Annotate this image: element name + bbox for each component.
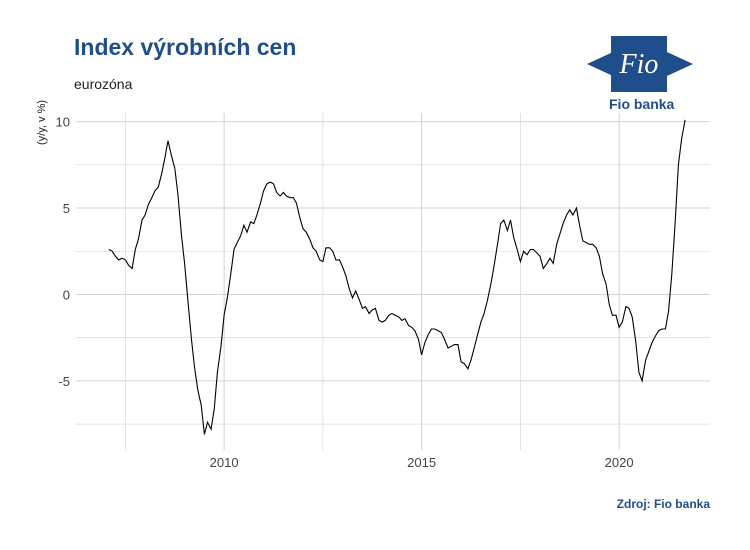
logo-caption: Fio banka (609, 96, 675, 112)
logo-mark: Fio (619, 49, 659, 80)
y-tick-label: 5 (63, 201, 70, 216)
x-tick-label: 2020 (605, 455, 634, 470)
logo-left-wing (587, 52, 613, 76)
logo-right-wing (667, 52, 693, 76)
logo-box (611, 36, 667, 92)
chart-subtitle: eurozóna (74, 76, 133, 92)
x-tick-label: 2010 (210, 455, 239, 470)
y-tick-label: 0 (63, 287, 70, 302)
fio-logo: Fio (587, 36, 693, 92)
tick-labels: -5 0 5 10 2010 2015 2020 (56, 115, 634, 470)
y-tick-label: 10 (56, 115, 70, 130)
chart-title: Index výrobních cen (74, 34, 297, 60)
y-tick-label: -5 (58, 374, 70, 389)
series-line (108, 119, 686, 435)
x-tick-label: 2015 (407, 455, 436, 470)
grid-lines (76, 113, 710, 450)
source-note: Zdroj: Fio banka (616, 497, 710, 511)
